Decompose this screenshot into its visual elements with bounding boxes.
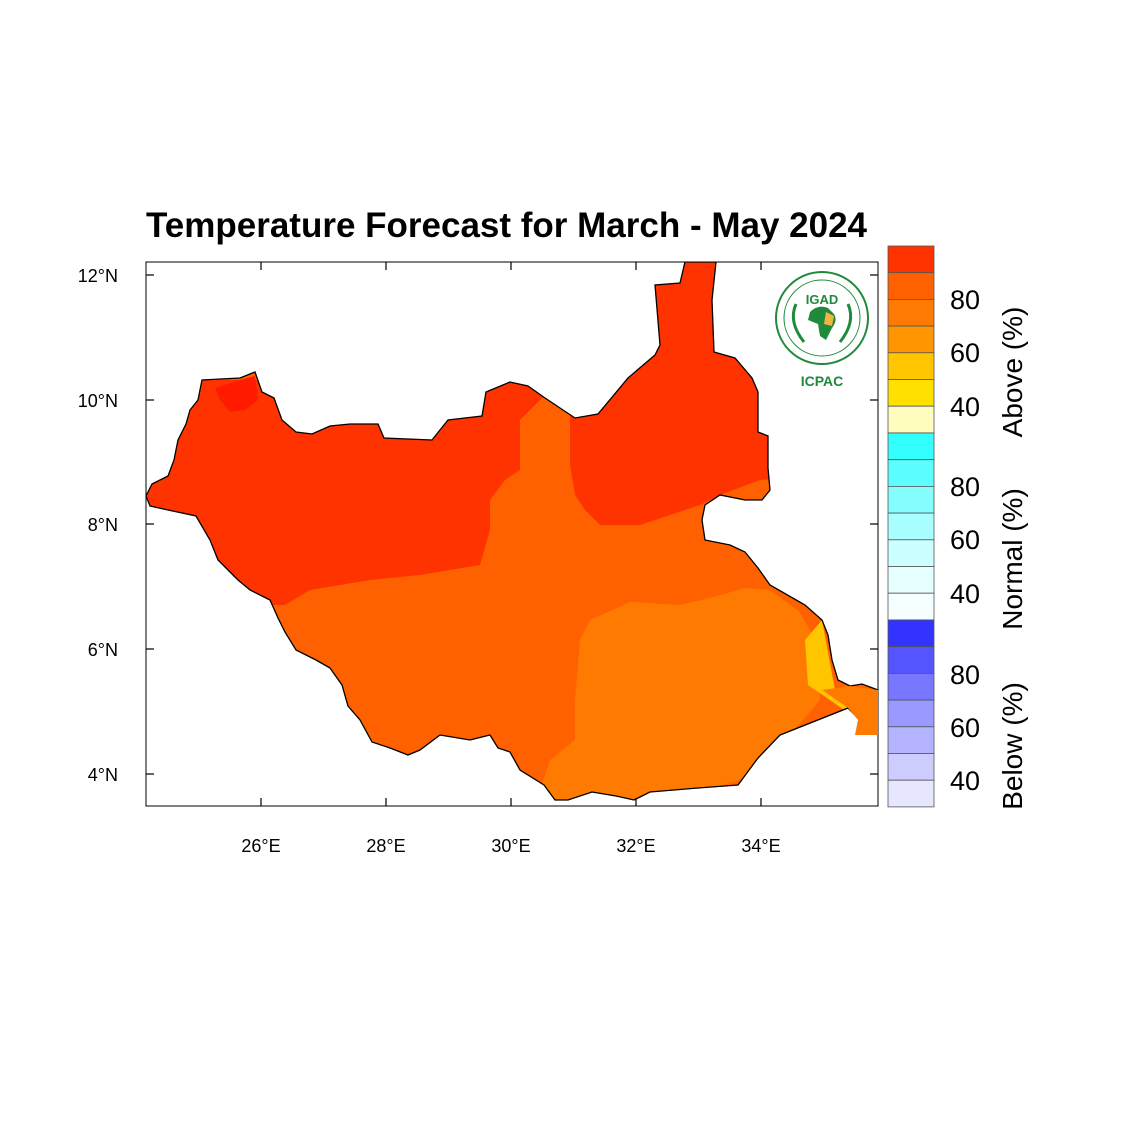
country-border	[146, 262, 878, 801]
logo-inner-ring	[783, 279, 861, 357]
longitude-labels: 26°E 28°E 30°E 32°E 34°E	[241, 836, 780, 856]
latitude-labels: 12°N 10°N 8°N 6°N 4°N	[78, 266, 118, 785]
below-title: Below (%)	[997, 682, 1028, 810]
below-colorbar-box	[887, 646, 935, 674]
normal-tick-60: 60	[950, 525, 980, 555]
above-colorbar-box	[887, 325, 935, 354]
normal-colorbar-box	[887, 566, 935, 594]
above-colorbar-box	[887, 352, 935, 380]
above-tick-40: 40	[950, 392, 980, 422]
lat-tick-label: 10°N	[78, 391, 118, 411]
colorbar-labels: 80 60 40 80 60 40 80 60 40 Above (%) Nor…	[950, 285, 1028, 810]
lon-tick-label: 28°E	[366, 836, 405, 856]
lat-tick-label: 12°N	[78, 266, 118, 286]
below-colorbar-box	[887, 726, 935, 754]
igad-region-highlight-icon	[824, 312, 834, 326]
lon-tick-label: 26°E	[241, 836, 280, 856]
igad-icpac-logo: IGAD ICPAC	[775, 271, 869, 389]
below-tick-40: 40	[950, 766, 980, 796]
lat-tick-label: 8°N	[88, 515, 118, 535]
below-colorbar-box	[887, 699, 935, 728]
above-colorbar-box	[887, 298, 935, 327]
normal-colorbar-box	[887, 432, 935, 461]
logo-igad-text: IGAD	[806, 292, 839, 307]
lon-tick-label: 30°E	[491, 836, 530, 856]
logo-icpac-text: ICPAC	[801, 373, 844, 389]
lat-tick-label: 4°N	[88, 765, 118, 785]
above-tick-60: 60	[950, 338, 980, 368]
above-tick-80: 80	[950, 285, 980, 315]
below-tick-80: 80	[950, 660, 980, 690]
lat-tick-label: 6°N	[88, 640, 118, 660]
normal-colorbar-box	[887, 539, 935, 567]
normal-tick-40: 40	[950, 579, 980, 609]
normal-colorbar-box	[887, 512, 935, 541]
below-colorbar-box	[887, 753, 935, 781]
above-colorbar-box	[887, 379, 935, 407]
region-above-max-pocket	[215, 376, 258, 412]
below-colorbar-box	[887, 673, 935, 701]
normal-title: Normal (%)	[997, 488, 1028, 630]
normal-colorbar-box	[887, 485, 935, 514]
normal-tick-80: 80	[950, 472, 980, 502]
below-colorbar-box	[887, 619, 935, 648]
lon-tick-label: 32°E	[616, 836, 655, 856]
laurel-right-icon	[838, 303, 853, 343]
region-above-90-north	[146, 380, 560, 605]
above-title: Above (%)	[997, 307, 1028, 438]
below-colorbar-box	[887, 779, 935, 808]
above-colorbar-box	[887, 245, 935, 274]
normal-colorbar-box	[887, 459, 935, 487]
below-tick-60: 60	[950, 713, 980, 743]
above-colorbar-box	[887, 272, 935, 300]
normal-colorbar-box	[887, 592, 935, 621]
above-colorbar-box	[887, 405, 935, 434]
map-title: Temperature Forecast for March - May 202…	[146, 206, 868, 245]
laurel-left-icon	[791, 303, 806, 343]
axis-ticks	[146, 262, 878, 806]
region-above-70-southeast	[540, 588, 820, 800]
lon-tick-label: 34°E	[741, 836, 780, 856]
probability-colorbar	[887, 245, 935, 808]
ilemi-region	[822, 686, 878, 735]
